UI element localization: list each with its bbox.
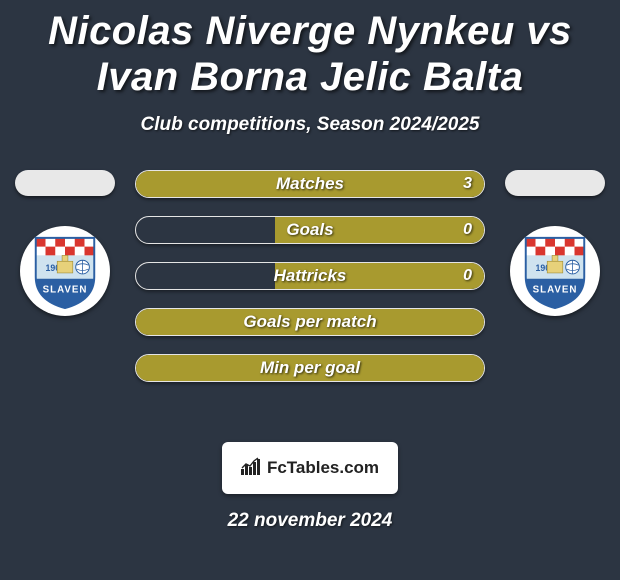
crest-right-club: SLAVEN <box>533 284 578 295</box>
crest-right-svg: 1907 SLAVEN <box>516 232 594 310</box>
stat-bars: Matches3Goals0Hattricks0Goals per matchM… <box>135 170 485 400</box>
player-right-name-chip <box>505 170 605 196</box>
date-text: 22 november 2024 <box>0 510 620 532</box>
stat-value-right: 0 <box>463 263 472 289</box>
stat-label: Hattricks <box>136 263 484 289</box>
stat-row: Goals per match <box>135 308 485 336</box>
player-left: 1907 SLAVEN <box>10 170 120 316</box>
stat-label: Goals <box>136 217 484 243</box>
player-left-crest: 1907 SLAVEN <box>20 226 110 316</box>
stat-row: Hattricks0 <box>135 262 485 290</box>
stat-label: Matches <box>136 171 484 197</box>
stat-row: Goals0 <box>135 216 485 244</box>
stat-label: Min per goal <box>136 355 484 381</box>
stat-value-right: 0 <box>463 217 472 243</box>
player-right: 1907 SLAVEN <box>500 170 610 316</box>
player-right-crest: 1907 SLAVEN <box>510 226 600 316</box>
brand-icon <box>241 457 261 480</box>
stat-value-right: 3 <box>463 171 472 197</box>
crest-left-club: SLAVEN <box>43 284 88 295</box>
brand-text: FcTables.com <box>267 458 379 478</box>
stat-row: Matches3 <box>135 170 485 198</box>
player-left-name-chip <box>15 170 115 196</box>
brand-badge: FcTables.com <box>222 442 398 494</box>
crest-left-checker <box>36 238 95 256</box>
subtitle: Club competitions, Season 2024/2025 <box>0 114 620 136</box>
comparison-area: 1907 SLAVEN <box>0 170 620 430</box>
crest-left-svg: 1907 SLAVEN <box>26 232 104 310</box>
stat-row: Min per goal <box>135 354 485 382</box>
stat-label: Goals per match <box>136 309 484 335</box>
crest-right-checker <box>526 238 585 256</box>
page-title: Nicolas Niverge Nynkeu vs Ivan Borna Jel… <box>0 0 620 100</box>
